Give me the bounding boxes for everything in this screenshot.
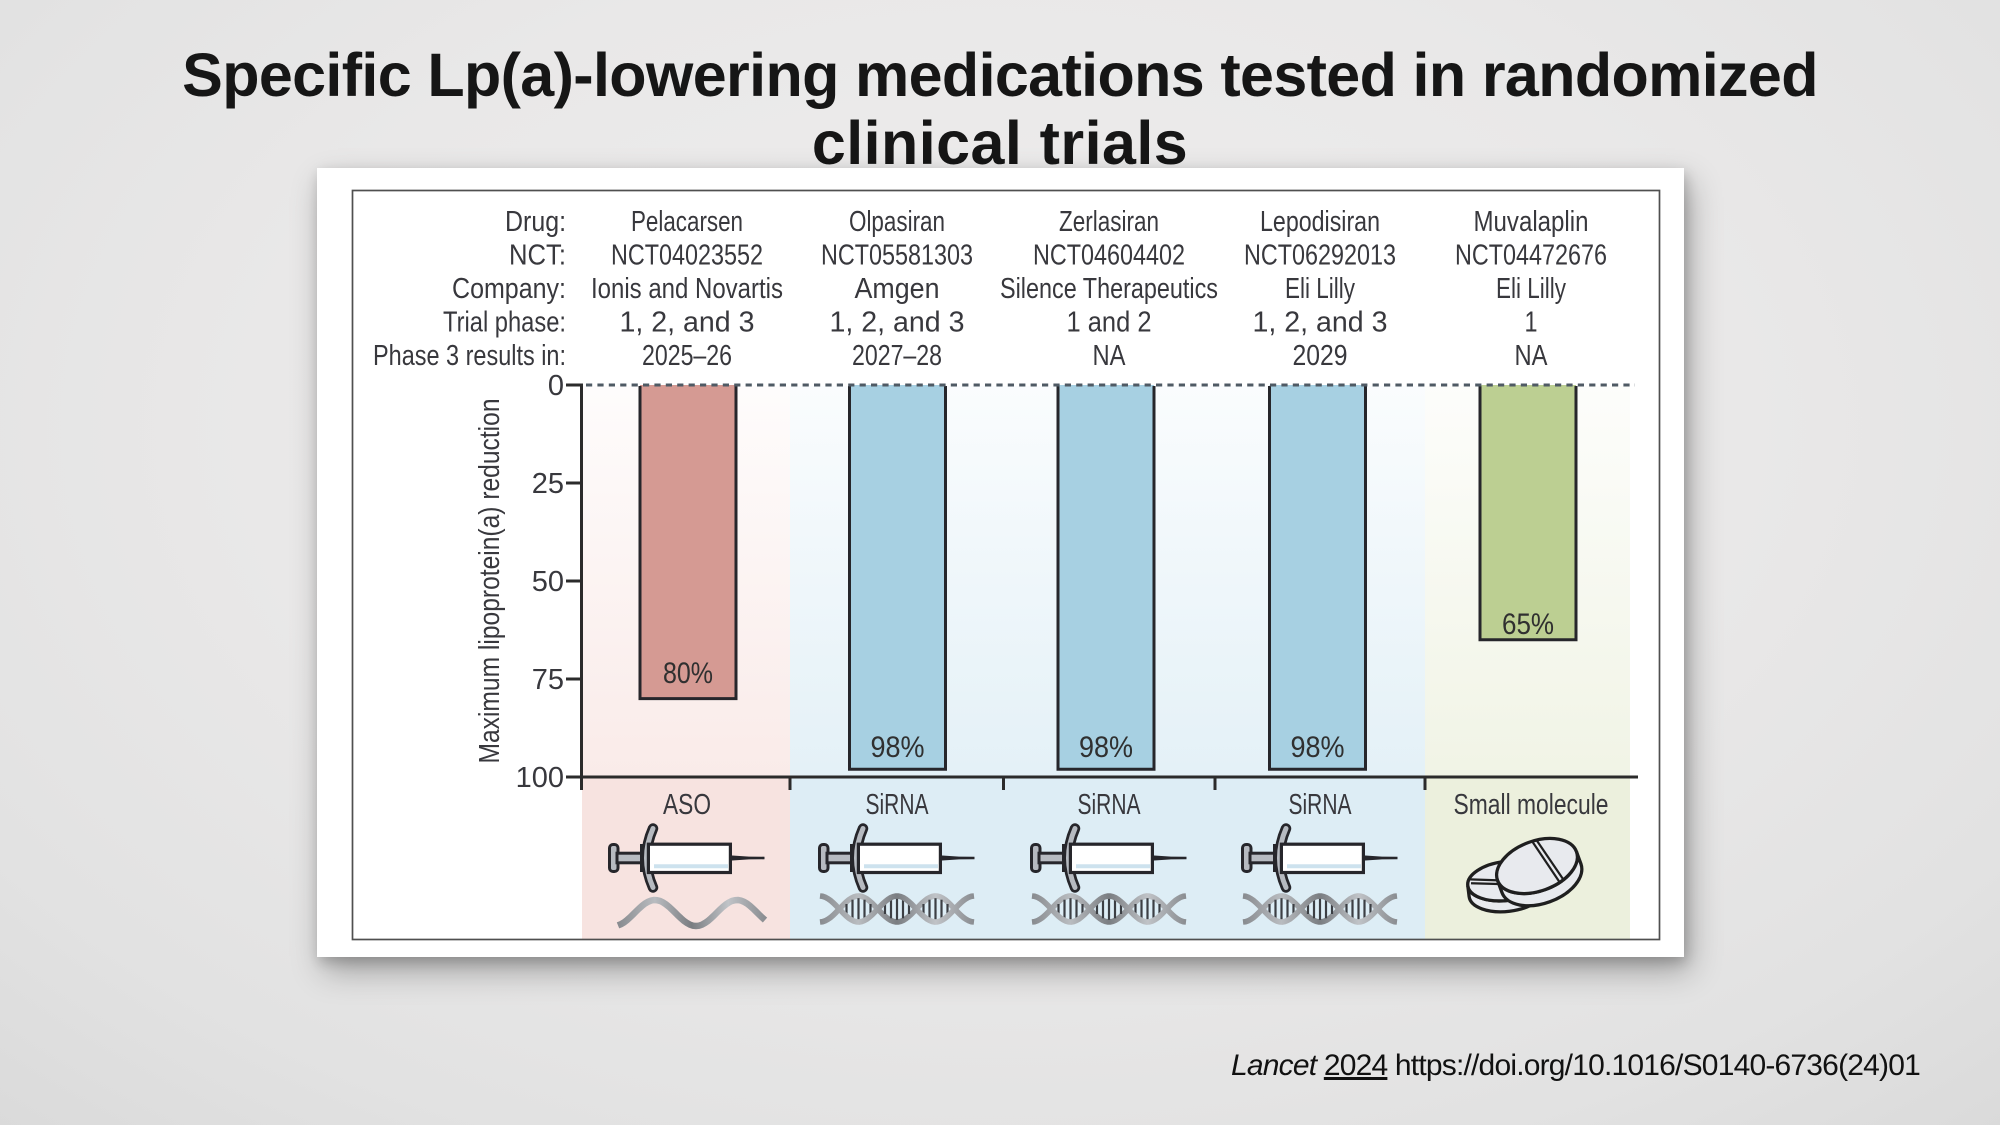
svg-text:Small molecule: Small molecule bbox=[1454, 789, 1609, 821]
svg-text:Muvalaplin: Muvalaplin bbox=[1474, 206, 1589, 238]
svg-text:1, 2, and 3: 1, 2, and 3 bbox=[1253, 307, 1388, 339]
svg-text:98%: 98% bbox=[871, 731, 925, 764]
svg-text:ASO: ASO bbox=[663, 789, 711, 821]
svg-text:2025–26: 2025–26 bbox=[642, 340, 732, 372]
svg-text:Maximum lipoprotein(a) reducti: Maximum lipoprotein(a) reduction bbox=[474, 399, 506, 764]
svg-text:NA: NA bbox=[1515, 340, 1549, 372]
svg-text:NCT04604402: NCT04604402 bbox=[1033, 240, 1185, 272]
svg-text:Drug:: Drug: bbox=[505, 206, 566, 238]
svg-text:Amgen: Amgen bbox=[855, 273, 940, 305]
svg-text:1, 2, and 3: 1, 2, and 3 bbox=[830, 307, 965, 339]
svg-text:1, 2, and 3: 1, 2, and 3 bbox=[620, 307, 755, 339]
svg-text:Pelacarsen: Pelacarsen bbox=[631, 206, 743, 238]
svg-text:SiRNA: SiRNA bbox=[1078, 789, 1141, 821]
svg-text:80%: 80% bbox=[663, 657, 713, 690]
svg-text:65%: 65% bbox=[1502, 608, 1554, 641]
svg-text:50: 50 bbox=[532, 566, 564, 598]
svg-text:SiRNA: SiRNA bbox=[866, 789, 929, 821]
svg-text:Ionis and Novartis: Ionis and Novartis bbox=[591, 273, 783, 305]
svg-text:SiRNA: SiRNA bbox=[1289, 789, 1352, 821]
svg-text:75: 75 bbox=[532, 664, 564, 696]
svg-text:Zerlasiran: Zerlasiran bbox=[1059, 206, 1159, 238]
svg-text:Eli Lilly: Eli Lilly bbox=[1496, 273, 1566, 305]
svg-text:Eli Lilly: Eli Lilly bbox=[1285, 273, 1355, 305]
svg-text:NA: NA bbox=[1093, 340, 1127, 372]
svg-text:NCT04023552: NCT04023552 bbox=[611, 240, 763, 272]
svg-text:Phase 3 results in:: Phase 3 results in: bbox=[373, 340, 566, 372]
svg-text:25: 25 bbox=[532, 468, 564, 500]
svg-text:2027–28: 2027–28 bbox=[852, 340, 942, 372]
svg-text:Silence Therapeutics: Silence Therapeutics bbox=[1000, 273, 1218, 305]
svg-text:0: 0 bbox=[548, 370, 564, 402]
svg-text:2029: 2029 bbox=[1293, 340, 1348, 372]
svg-text:1: 1 bbox=[1525, 307, 1538, 339]
svg-text:1 and 2: 1 and 2 bbox=[1067, 307, 1152, 339]
svg-text:NCT05581303: NCT05581303 bbox=[821, 240, 973, 272]
svg-text:NCT04472676: NCT04472676 bbox=[1455, 240, 1607, 272]
svg-text:100: 100 bbox=[516, 762, 564, 794]
svg-text:NCT06292013: NCT06292013 bbox=[1244, 240, 1396, 272]
svg-text:98%: 98% bbox=[1079, 731, 1133, 764]
svg-text:Trial phase:: Trial phase: bbox=[443, 307, 566, 339]
svg-text:NCT:: NCT: bbox=[509, 240, 566, 272]
svg-text:98%: 98% bbox=[1291, 731, 1345, 764]
svg-text:Company:: Company: bbox=[452, 273, 566, 305]
svg-text:Lepodisiran: Lepodisiran bbox=[1260, 206, 1380, 238]
svg-text:Olpasiran: Olpasiran bbox=[849, 206, 945, 238]
